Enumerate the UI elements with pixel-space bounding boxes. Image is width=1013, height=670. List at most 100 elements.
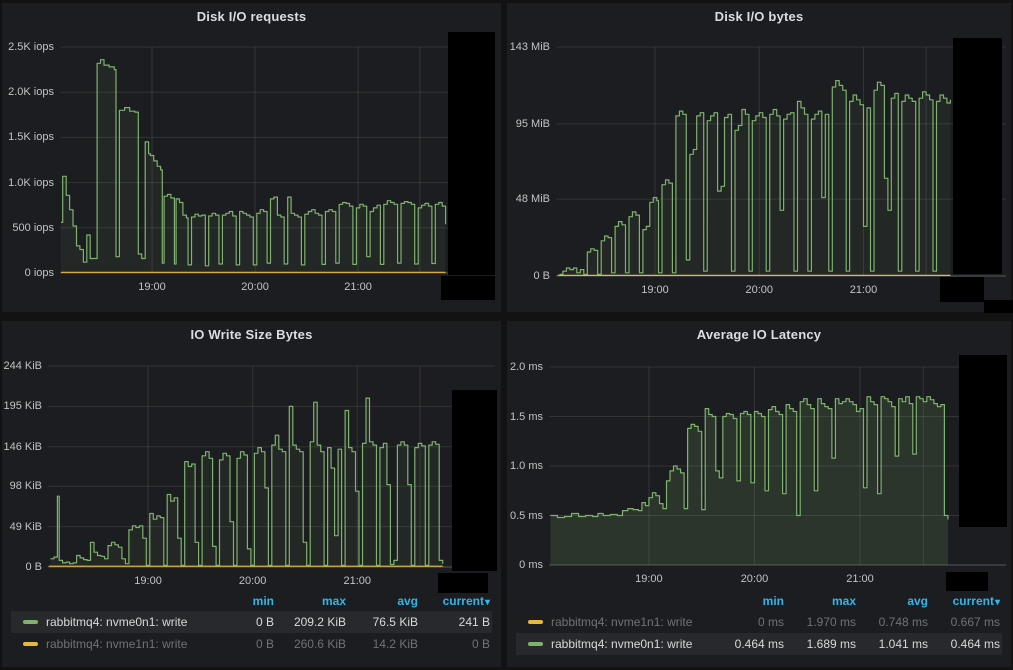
x-axis-tick-label: 19:00	[134, 575, 162, 587]
legend-value-current: 0.464 ms	[950, 637, 1000, 651]
y-axis-tick-label: 143 MiB	[509, 41, 550, 53]
y-axis-tick-label: 2.0K iops	[8, 86, 54, 99]
legend-row: rabbitmq4: nvme1n1: write 0 B 260.6 KiB 14.…	[11, 633, 492, 655]
legend-value-avg: 0.748 ms	[878, 615, 928, 629]
x-axis-tick-label: 19:00	[138, 281, 166, 293]
y-axis-tick-label: 0 B	[533, 270, 550, 282]
redaction-box	[953, 38, 1002, 274]
series-color-swatch-icon	[528, 620, 543, 624]
series-color-swatch-icon	[23, 642, 38, 646]
series-name: rabbitmq4: nvme0n1: write	[551, 637, 693, 651]
series-name: rabbitmq4: nvme1n1: write	[551, 615, 693, 629]
legend-header-row: min max avg current▾	[11, 593, 492, 609]
panel-average-io-latency: Average IO Latency min max avg current▾ rabb…	[507, 321, 1011, 667]
legend-sort-header-current[interactable]: current▾	[442, 594, 490, 608]
legend-value-avg: 1.041 ms	[878, 637, 928, 651]
redaction-box	[940, 277, 984, 302]
x-axis-tick-label: 20:00	[740, 573, 769, 585]
legend-value-current: 241 B	[458, 615, 490, 629]
redaction-box	[441, 276, 495, 300]
redaction-box	[448, 32, 495, 275]
x-axis-tick-label: 19:00	[641, 284, 669, 296]
legend-sort-header-max[interactable]: max	[321, 594, 346, 608]
legend-value-max: 209.2 KiB	[293, 615, 346, 629]
panel-title-disk-io-requests[interactable]: Disk I/O requests	[196, 9, 307, 24]
y-axis-tick-label: 1.5K iops	[8, 131, 54, 144]
x-axis-tick-label: 21:00	[849, 284, 878, 296]
x-axis-tick-label: 20:00	[241, 281, 269, 293]
sort-caret-icon: ▾	[484, 597, 490, 608]
legend-value-min: 0.464 ms	[734, 637, 784, 651]
legend-value-current: 0.667 ms	[950, 615, 1000, 629]
legend-sort-header-min[interactable]: min	[762, 594, 784, 608]
panel-io-write-size-bytes: IO Write Size Bytes min max avg current▾ rab…	[2, 321, 501, 667]
y-axis-tick-label: 244 KiB	[3, 360, 42, 372]
y-axis-tick-label: 0 B	[25, 561, 42, 573]
chart-disk-io-requests[interactable]	[2, 3, 501, 312]
panel-disk-io-bytes: Disk I/O bytes 0 B 48 MiB 95 MiB 143 MiB 19:…	[507, 3, 1011, 312]
legend-sort-header-min[interactable]: min	[252, 594, 274, 608]
y-axis-tick-label: 500 iops	[12, 221, 54, 234]
series-color-swatch-icon	[23, 620, 38, 624]
x-axis-tick-label: 21:00	[846, 573, 874, 585]
legend-value-min: 0 B	[255, 615, 274, 629]
y-axis-tick-label: 0.5 ms	[509, 509, 543, 522]
series-color-swatch-icon	[528, 642, 543, 646]
legend-sort-header-avg[interactable]: avg	[907, 594, 928, 608]
legend-sort-header-current[interactable]: current▾	[952, 594, 1000, 608]
y-axis-tick-label: 95 MiB	[515, 117, 550, 130]
legend-header-row: min max avg current▾	[516, 593, 1002, 609]
legend-table-io-write-size: min max avg current▾ rabbitmq4: nvme0n1: wri…	[11, 593, 492, 655]
legend-table-average-io-latency: min max avg current▾ rabbitmq4: nvme1n1: wri…	[516, 593, 1002, 655]
panel-title-io-write-size-bytes[interactable]: IO Write Size Bytes	[190, 327, 313, 342]
redaction-box	[959, 355, 1007, 527]
series-name: rabbitmq4: nvme0n1: write	[46, 615, 188, 629]
legend-row: rabbitmq4: nvme1n1: write 0 ms 1.970 ms 0.7…	[516, 611, 1002, 633]
legend-row: rabbitmq4: nvme0n1: write 0.464 ms 1.689 m…	[516, 633, 1002, 655]
legend-row: rabbitmq4: nvme0n1: write 0 B 209.2 KiB 76.…	[11, 611, 492, 633]
legend-series-label[interactable]: rabbitmq4: nvme1n1: write	[516, 615, 714, 629]
x-axis-tick-label: 20:00	[238, 575, 267, 587]
legend-sort-header-max[interactable]: max	[831, 594, 856, 608]
redaction-box	[946, 572, 988, 591]
y-axis-tick-label: 1.5 ms	[509, 410, 543, 423]
panel-disk-io-requests: Disk I/O requests 0 iops 500 iops 1.0K iop…	[2, 3, 501, 312]
legend-sort-header-avg[interactable]: avg	[397, 594, 418, 608]
legend-series-label[interactable]: rabbitmq4: nvme0n1: write	[11, 615, 204, 629]
y-axis-tick-label: 48 MiB	[515, 193, 550, 206]
legend-value-max: 1.689 ms	[806, 637, 856, 651]
sort-caret-icon: ▾	[994, 597, 1000, 608]
y-axis-tick-label: 2.0 ms	[509, 361, 543, 373]
chart-io-write-size-bytes[interactable]	[2, 321, 501, 667]
legend-value-min: 0 ms	[757, 615, 784, 629]
legend-series-label[interactable]: rabbitmq4: nvme1n1: write	[11, 637, 204, 651]
x-axis-tick-label: 21:00	[343, 575, 372, 587]
y-axis-tick-label: 1.0 ms	[509, 460, 543, 472]
legend-value-min: 0 B	[255, 637, 274, 651]
panel-title-average-io-latency[interactable]: Average IO Latency	[696, 327, 822, 342]
legend-value-current: 0 B	[471, 637, 490, 651]
y-axis-tick-label: 146 KiB	[3, 440, 42, 453]
x-axis-tick-label: 21:00	[344, 281, 372, 293]
x-axis-tick-label: 19:00	[635, 573, 663, 585]
legend-series-label[interactable]: rabbitmq4: nvme0n1: write	[516, 637, 714, 651]
x-axis-tick-label: 20:00	[745, 284, 774, 296]
panel-title-disk-io-bytes[interactable]: Disk I/O bytes	[714, 9, 804, 24]
series-name: rabbitmq4: nvme1n1: write	[46, 637, 188, 651]
y-axis-tick-label: 1.0K iops	[8, 176, 54, 189]
y-axis-tick-label: 49 KiB	[9, 520, 42, 533]
legend-value-max: 260.6 KiB	[293, 637, 346, 651]
y-axis-tick-label: 0 ms	[519, 559, 543, 571]
redaction-box	[984, 300, 1013, 313]
legend-value-avg: 76.5 KiB	[372, 615, 418, 629]
y-axis-tick-label: 98 KiB	[9, 480, 42, 493]
y-axis-tick-label: 2.5K iops	[8, 41, 54, 53]
legend-value-avg: 14.2 KiB	[372, 637, 418, 651]
chart-disk-io-bytes[interactable]	[507, 3, 1011, 312]
chart-average-io-latency[interactable]	[507, 321, 1011, 667]
y-axis-tick-label: 0 iops	[24, 267, 54, 279]
y-axis-tick-label: 195 KiB	[3, 400, 42, 413]
legend-value-max: 1.970 ms	[806, 615, 856, 629]
redaction-box	[438, 573, 488, 593]
